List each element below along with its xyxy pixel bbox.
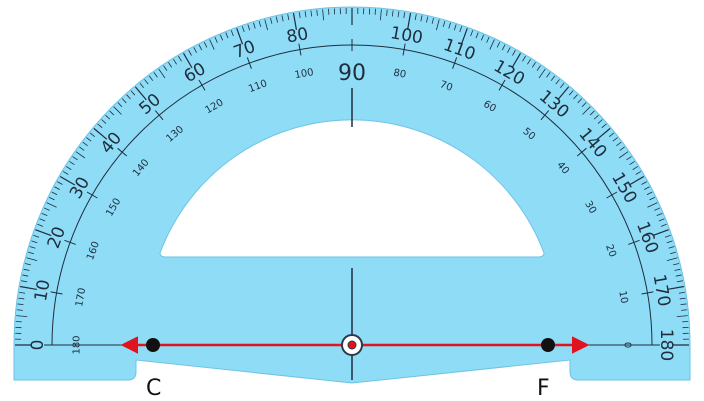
- center-target: [342, 335, 362, 355]
- point-f-label: F: [537, 376, 550, 397]
- inner-scale-label: 10: [616, 290, 629, 304]
- inner-scale-label: 80: [393, 68, 407, 81]
- center-90-label: 90: [338, 61, 366, 86]
- outer-scale-label: 10: [31, 278, 54, 303]
- outer-scale-label: 80: [285, 24, 310, 47]
- point-c-label: C: [146, 376, 161, 397]
- point-c: [146, 338, 160, 352]
- point-f: [541, 338, 555, 352]
